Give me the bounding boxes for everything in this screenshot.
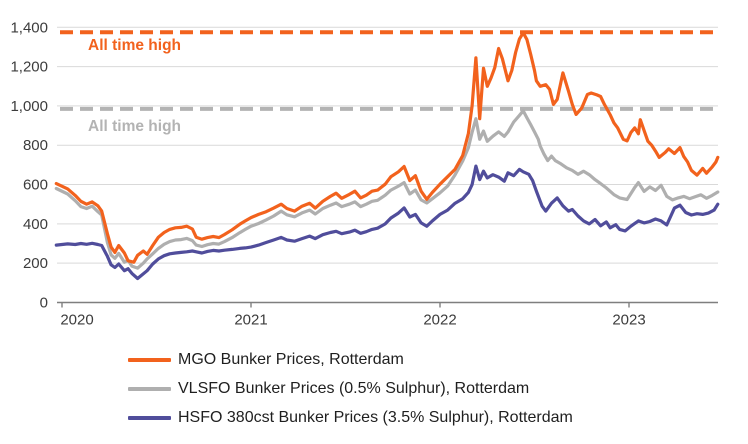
legend-item-hsfo: HSFO 380cst Bunker Prices (3.5% Sulphur)… — [128, 408, 573, 428]
y-tick-label-1400: 1,400 — [10, 19, 48, 36]
chart-canvas: 0 200 400 600 800 1,000 1,200 1,400 2020 2021 2022… — [10, 19, 720, 329]
x-tick-label-2023: 2023 — [612, 312, 645, 329]
all-time-high-label-mgo: All time high — [88, 37, 181, 54]
legend-label-vlsfo: VLSFO Bunker Prices (0.5% Sulphur), Rott… — [178, 380, 530, 397]
y-tick-label-0: 0 — [40, 295, 48, 312]
legend-label-hsfo: HSFO 380cst Bunker Prices (3.5% Sulphur)… — [178, 409, 573, 426]
legend-item-vlsfo: VLSFO Bunker Prices (0.5% Sulphur), Rott… — [128, 379, 573, 399]
legend-swatch-mgo-line — [128, 358, 171, 362]
y-tick-label-400: 400 — [23, 216, 48, 233]
y-tick-label-1200: 1,200 — [10, 59, 48, 76]
y-tick-label-200: 200 — [23, 255, 48, 272]
legend-item-mgo: MGO Bunker Prices, Rotterdam — [128, 350, 573, 370]
x-tick-label-2022: 2022 — [423, 312, 456, 329]
all-time-high-label-vlsfo: All time high — [88, 118, 181, 135]
legend-swatch-vlsfo-line — [128, 387, 171, 391]
legend-swatch-hsfo-line — [128, 416, 171, 420]
y-tick-label-600: 600 — [23, 177, 48, 194]
series-line-1 — [54, 109, 720, 270]
legend-label-mgo: MGO Bunker Prices, Rotterdam — [178, 351, 404, 368]
y-tick-label-1000: 1,000 — [10, 98, 48, 115]
legend: MGO Bunker Prices, Rotterdam VLSFO Bunke… — [128, 350, 573, 437]
x-tick-label-2020: 2020 — [60, 312, 93, 329]
series-line-2 — [54, 164, 720, 281]
x-tick-label-2021: 2021 — [234, 312, 267, 329]
y-tick-label-800: 800 — [23, 137, 48, 154]
series-line-0 — [54, 31, 720, 264]
